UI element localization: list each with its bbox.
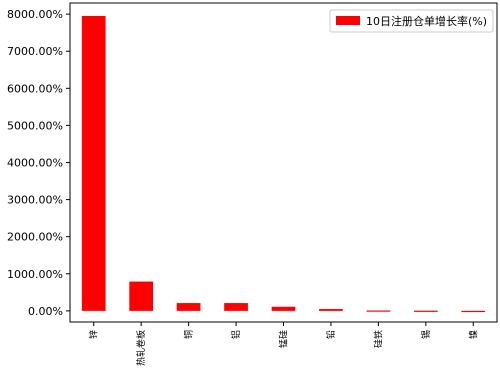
bar-7	[366, 310, 391, 312]
x-tick-label: 硅铁	[372, 330, 384, 348]
y-tick-label: 6000.00%	[7, 82, 63, 95]
bar-2	[129, 281, 154, 311]
bar-4	[224, 303, 248, 311]
x-tick-label: 铜	[183, 330, 195, 339]
x-tick-label: 镍	[467, 330, 479, 339]
legend-frame	[329, 9, 494, 33]
y-tick-label: 3000.00%	[7, 194, 63, 207]
bar-8	[413, 310, 438, 312]
x-tick-label: 锡	[421, 330, 432, 339]
bars-layer	[81, 15, 486, 313]
x-tick-label: 热轧卷板	[135, 330, 147, 366]
bar-3	[176, 303, 201, 311]
y-tick-label: 7000.00%	[7, 45, 63, 58]
legend-label: 10日注册仓单增长率(%)	[366, 14, 487, 28]
y-tick-label: 0.00%	[28, 305, 63, 318]
x-tick-label: 锌	[88, 330, 100, 339]
axes-layer: 0.00% 1000.00% 2000.00% 3000.00% 4000.00% 500…	[7, 2, 498, 366]
legend-swatch	[336, 16, 360, 25]
x-tick-label: 铝	[230, 330, 242, 339]
bar-6	[319, 309, 343, 311]
bar-9	[461, 310, 486, 313]
y-tick-label: 2000.00%	[7, 231, 63, 244]
legend: 10日注册仓单增长率(%)	[329, 9, 494, 33]
plot-frame	[69, 2, 498, 323]
y-tick-label: 5000.00%	[7, 119, 63, 132]
y-tick-label: 8000.00%	[7, 8, 63, 21]
x-tick-label: 锰硅	[278, 330, 290, 348]
x-tick-label: 铅	[325, 330, 337, 339]
y-tick-label: 1000.00%	[7, 268, 63, 281]
y-tick-label: 4000.00%	[7, 157, 63, 170]
bar-1	[81, 15, 106, 311]
bar-5	[271, 306, 296, 311]
